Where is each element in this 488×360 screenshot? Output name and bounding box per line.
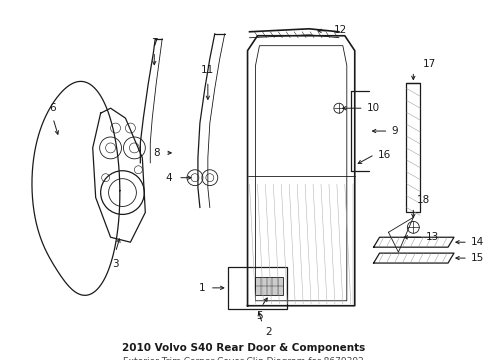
Text: 4: 4	[165, 173, 172, 183]
Text: 17: 17	[423, 59, 436, 69]
Text: 16: 16	[377, 149, 390, 159]
Text: 14: 14	[470, 237, 483, 247]
Text: 11: 11	[201, 66, 214, 76]
Text: 18: 18	[416, 195, 429, 206]
Text: 12: 12	[333, 25, 346, 35]
Text: 3: 3	[112, 259, 119, 269]
Text: 2010 Volvo S40 Rear Door & Components: 2010 Volvo S40 Rear Door & Components	[122, 343, 365, 354]
Text: 10: 10	[366, 103, 379, 113]
Bar	[406, 84, 419, 212]
Text: 5: 5	[256, 311, 262, 321]
Text: 15: 15	[470, 253, 483, 263]
Text: 6: 6	[50, 103, 56, 113]
Text: 13: 13	[426, 232, 439, 242]
Text: 9: 9	[391, 126, 397, 136]
Text: Exterior Trim Corner Cover Clip Diagram for 8679392: Exterior Trim Corner Cover Clip Diagram …	[123, 357, 363, 360]
Bar	[255, 277, 283, 295]
Text: 8: 8	[153, 148, 160, 158]
Text: 1: 1	[199, 283, 205, 293]
Text: 7: 7	[151, 38, 157, 48]
Text: 2: 2	[265, 327, 271, 337]
Bar	[227, 267, 286, 309]
